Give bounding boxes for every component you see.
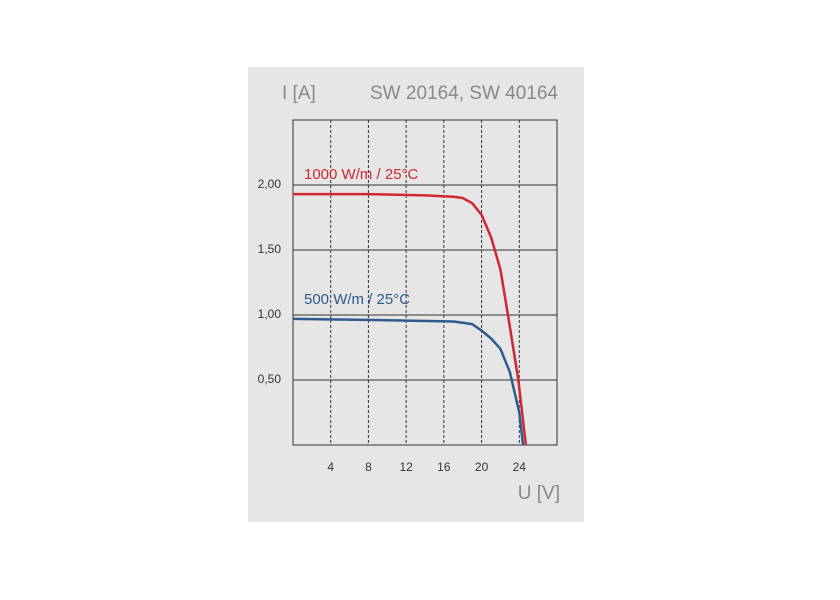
x-axis-label: U [V] (518, 483, 560, 504)
series-label: 500 W/m / 25°C (304, 291, 410, 308)
line (292, 317, 525, 446)
x-tick-label: 24 (513, 460, 527, 474)
series-label: 1000 W/m / 25°C (304, 166, 419, 183)
y-tick-label: 1,50 (258, 242, 282, 256)
y-tick-label: 2,00 (258, 177, 282, 191)
chart-title: SW 20164, SW 40164 (370, 83, 558, 104)
line (293, 192, 528, 446)
y-axis-label: I [A] (282, 83, 316, 104)
x-tick-label: 20 (475, 460, 489, 474)
x-tick-label: 16 (437, 460, 451, 474)
y-tick-label: 0,50 (258, 372, 282, 386)
x-tick-label: 8 (365, 460, 372, 474)
x-tick-label: 4 (327, 460, 334, 474)
y-tick-label: 1,00 (258, 307, 282, 321)
x-tick-label: 12 (399, 460, 413, 474)
